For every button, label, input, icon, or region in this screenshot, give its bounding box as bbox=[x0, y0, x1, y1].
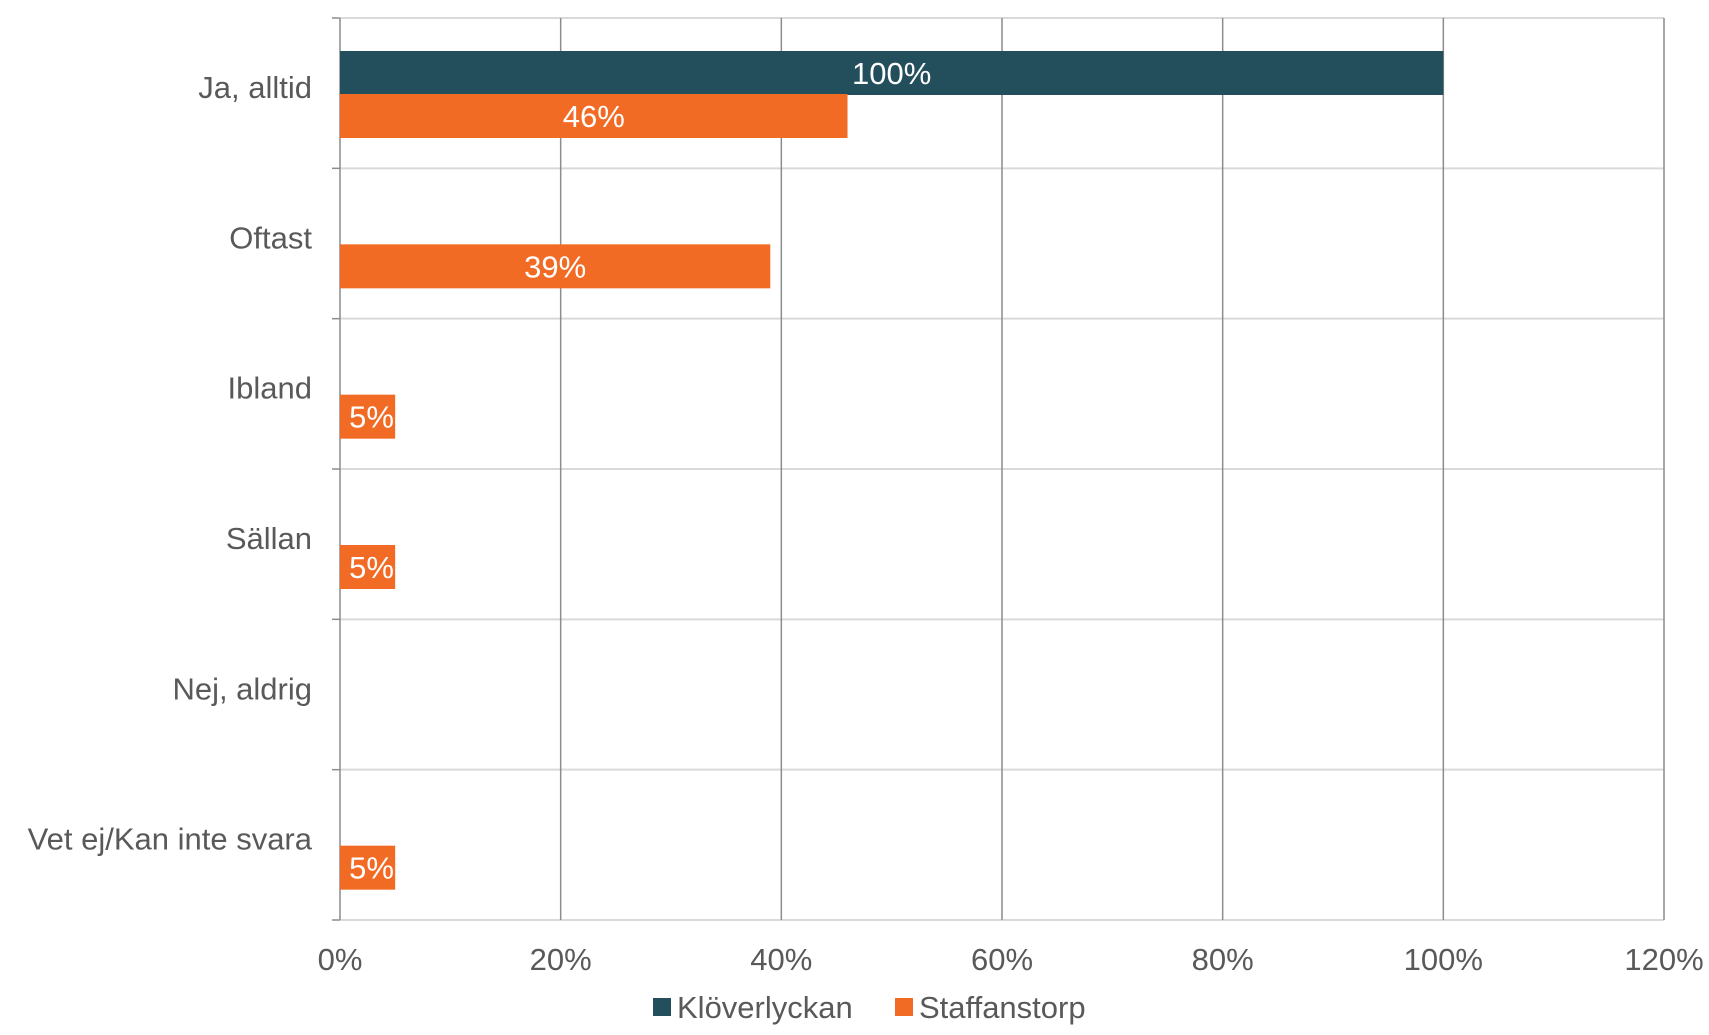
x-tick-label: 120% bbox=[1624, 942, 1703, 977]
legend-label: Klöverlyckan bbox=[677, 990, 853, 1025]
data-label: 5% bbox=[349, 550, 394, 585]
x-tick-label: 0% bbox=[318, 942, 363, 977]
bar-kloverlyckan bbox=[340, 51, 1444, 95]
bar-staffanstorp bbox=[340, 845, 396, 890]
legend-swatch-kloverlyckan bbox=[653, 998, 671, 1016]
bar-staffanstorp bbox=[340, 394, 396, 439]
data-label: 5% bbox=[349, 400, 394, 435]
x-tick-label: 100% bbox=[1404, 942, 1483, 977]
legend-swatch-staffanstorp bbox=[895, 998, 913, 1016]
category-label: Nej, aldrig bbox=[172, 671, 312, 706]
category-label: Ja, alltid bbox=[198, 70, 312, 105]
legend-label: Staffanstorp bbox=[919, 990, 1086, 1025]
category-label: Sällan bbox=[226, 521, 312, 556]
x-tick-label: 40% bbox=[750, 942, 812, 977]
bar-staffanstorp bbox=[340, 244, 771, 289]
bar-staffanstorp bbox=[340, 94, 848, 138]
x-tick-label: 60% bbox=[971, 942, 1033, 977]
category-label: Oftast bbox=[229, 220, 312, 255]
category-label: Vet ej/Kan inte svara bbox=[28, 822, 313, 857]
bar-staffanstorp bbox=[340, 545, 396, 589]
data-label: 5% bbox=[349, 851, 394, 886]
data-label: 46% bbox=[563, 99, 625, 134]
data-label: 39% bbox=[524, 249, 586, 284]
category-label: Ibland bbox=[228, 371, 312, 406]
data-label: 100% bbox=[852, 56, 931, 91]
x-tick-label: 80% bbox=[1192, 942, 1254, 977]
x-tick-label: 20% bbox=[530, 942, 592, 977]
